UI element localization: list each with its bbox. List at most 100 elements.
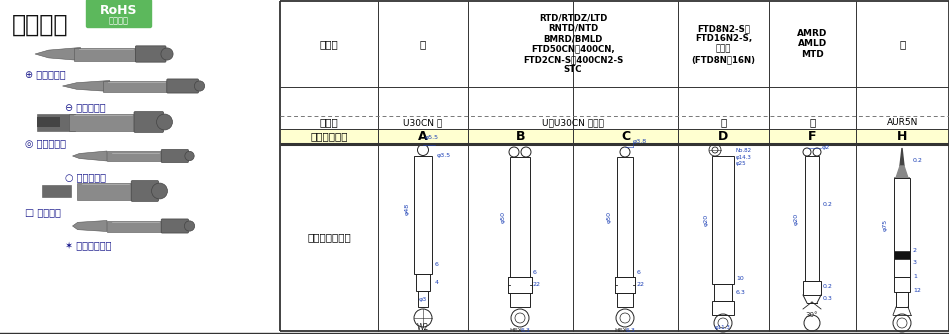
Text: 6.3: 6.3 xyxy=(521,329,530,334)
Bar xyxy=(894,178,910,277)
Polygon shape xyxy=(900,148,904,166)
FancyBboxPatch shape xyxy=(136,46,166,62)
Text: φ2: φ2 xyxy=(822,146,830,151)
Text: 0.2: 0.2 xyxy=(823,285,833,290)
Bar xyxy=(416,274,430,291)
Bar xyxy=(714,284,732,301)
Text: φ20: φ20 xyxy=(703,214,709,226)
Text: ⊖ 一字形刀头: ⊖ 一字形刀头 xyxy=(65,102,105,112)
Text: AUR5N: AUR5N xyxy=(886,118,919,127)
Bar xyxy=(615,277,635,293)
Text: －: － xyxy=(419,39,426,49)
Text: F: F xyxy=(809,130,817,143)
Text: B: B xyxy=(515,130,525,143)
Text: 22: 22 xyxy=(533,283,541,288)
Bar xyxy=(617,157,633,277)
Text: 符合指令: 符合指令 xyxy=(109,16,129,25)
Bar xyxy=(38,117,60,127)
Polygon shape xyxy=(72,220,107,231)
Text: H: H xyxy=(898,130,907,143)
Text: 12: 12 xyxy=(913,289,921,294)
Text: 30°: 30° xyxy=(806,312,818,318)
Circle shape xyxy=(152,183,167,199)
Text: φ50: φ50 xyxy=(606,211,611,223)
Text: 交换刀头: 交换刀头 xyxy=(12,13,68,37)
Polygon shape xyxy=(63,80,110,92)
Circle shape xyxy=(195,81,205,91)
Text: RoHS: RoHS xyxy=(101,4,138,17)
Text: D: D xyxy=(718,130,729,143)
Text: 动力式: 动力式 xyxy=(320,118,339,128)
FancyBboxPatch shape xyxy=(134,112,163,132)
Text: φ14.3: φ14.3 xyxy=(736,155,752,160)
Bar xyxy=(38,114,75,131)
Text: 0.2: 0.2 xyxy=(913,158,922,163)
Text: 0.2: 0.2 xyxy=(823,201,833,206)
Text: AMRD
AMLD
MTD: AMRD AMLD MTD xyxy=(797,29,828,59)
Bar xyxy=(107,220,162,231)
Bar xyxy=(894,277,910,292)
Text: 手动式: 手动式 xyxy=(320,39,339,49)
Polygon shape xyxy=(894,166,910,178)
Bar xyxy=(617,293,633,307)
Text: 6.3: 6.3 xyxy=(736,291,746,296)
FancyBboxPatch shape xyxy=(131,181,158,201)
Bar xyxy=(805,156,819,281)
Bar xyxy=(414,156,432,274)
Text: ◎ 套筒形刀头: ◎ 套筒形刀头 xyxy=(25,138,66,148)
Text: φ25: φ25 xyxy=(736,162,747,167)
Text: 尾部形状记号: 尾部形状记号 xyxy=(310,132,347,142)
Text: □ 方形刀头: □ 方形刀头 xyxy=(25,207,61,217)
Bar xyxy=(107,151,162,161)
Text: 4: 4 xyxy=(435,280,439,285)
Text: 尾部形状和尺寸: 尾部形状和尺寸 xyxy=(307,232,351,242)
Text: 6: 6 xyxy=(637,270,641,275)
Text: φ3.5: φ3.5 xyxy=(437,153,451,158)
Text: A: A xyxy=(419,130,428,143)
Bar xyxy=(510,293,530,307)
Bar xyxy=(894,251,910,259)
Text: No.82: No.82 xyxy=(736,148,753,153)
Text: φ20: φ20 xyxy=(793,213,798,225)
Bar xyxy=(280,129,949,144)
Text: 6.3: 6.3 xyxy=(626,329,636,334)
Bar xyxy=(103,80,168,92)
Text: 6: 6 xyxy=(435,263,438,268)
Text: －: － xyxy=(720,118,727,128)
Text: －: － xyxy=(900,39,905,49)
Text: 2: 2 xyxy=(913,248,917,254)
Text: 6: 6 xyxy=(533,270,537,275)
Text: 3: 3 xyxy=(913,261,917,266)
Text: U（U30CN 除外）: U（U30CN 除外） xyxy=(542,118,604,127)
Bar xyxy=(712,156,734,284)
Text: φ3.8: φ3.8 xyxy=(633,140,647,145)
Text: RTD/RTDZ/LTD
RNTD/NTD
BMRD/BMLD
FTD50CN～400CN,
FTD2CN-S～400CN2-S
STC: RTD/RTDZ/LTD RNTD/NTD BMRD/BMLD FTD50CN～… xyxy=(523,13,623,74)
Text: ⊕ 十字形刀头: ⊕ 十字形刀头 xyxy=(25,69,65,79)
Bar xyxy=(77,182,132,199)
Text: －: － xyxy=(809,118,815,128)
Circle shape xyxy=(185,151,195,161)
Text: φ3: φ3 xyxy=(419,297,427,302)
Circle shape xyxy=(184,221,195,231)
Bar xyxy=(896,292,908,307)
Text: HEX: HEX xyxy=(614,329,627,334)
Text: φ75: φ75 xyxy=(883,219,887,231)
Polygon shape xyxy=(35,47,81,60)
Text: 1: 1 xyxy=(913,275,917,280)
FancyBboxPatch shape xyxy=(161,219,189,233)
Text: 0.3: 0.3 xyxy=(823,297,833,302)
Text: FTD8N2-S～
FTD16N2-S,
旧型号
(FTD8N～16N): FTD8N2-S～ FTD16N2-S, 旧型号 (FTD8N～16N) xyxy=(692,24,755,64)
Circle shape xyxy=(161,48,173,60)
Text: HEX: HEX xyxy=(509,329,522,334)
Text: C: C xyxy=(621,130,630,143)
Bar xyxy=(74,47,137,60)
Bar xyxy=(508,277,532,293)
Text: φ5.5: φ5.5 xyxy=(425,136,439,141)
Polygon shape xyxy=(72,151,107,161)
Text: φ11.3: φ11.3 xyxy=(715,325,731,330)
Text: ✶ 六角星形刀头: ✶ 六角星形刀头 xyxy=(65,241,111,251)
Bar xyxy=(418,291,428,307)
Text: ○ 六角形刀头: ○ 六角形刀头 xyxy=(65,172,106,182)
Text: W2: W2 xyxy=(417,323,429,332)
Bar xyxy=(712,301,734,315)
